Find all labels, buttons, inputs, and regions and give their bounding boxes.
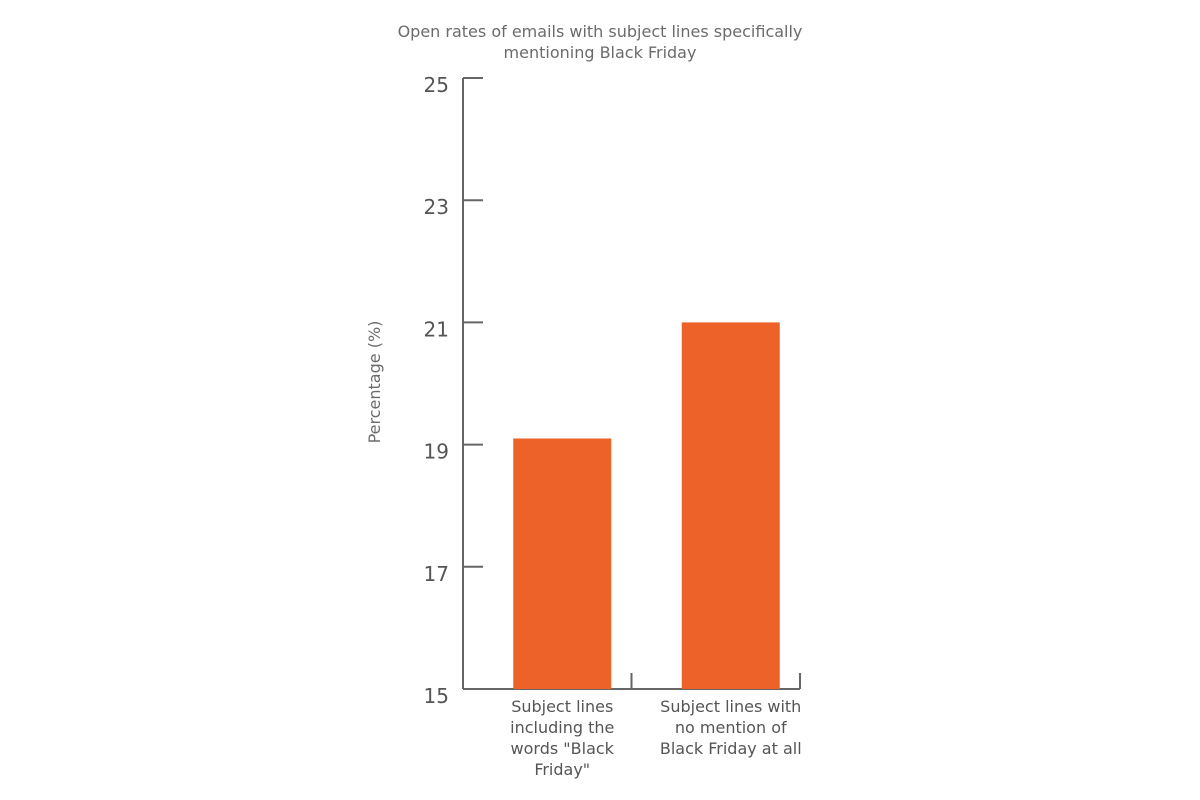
y-axis-ticks: 15 17 19 21 23 25 <box>424 73 483 708</box>
x-category-label-line: Subject lines with <box>660 697 801 716</box>
x-category-label-line: including the <box>510 718 614 737</box>
chart-title-line: Open rates of emails with subject lines … <box>398 22 803 41</box>
y-tick-label: 25 <box>424 73 449 97</box>
x-category-label-line: words "Black <box>511 739 615 758</box>
y-tick-label: 19 <box>424 440 449 464</box>
x-category-label: Subject lines with no mention of Black Fri… <box>660 697 802 758</box>
x-category-label: Subject lines including the words "Black Fr… <box>510 697 615 779</box>
y-tick-label: 15 <box>424 684 449 708</box>
x-category-label-line: Friday" <box>534 760 590 779</box>
y-tick-label: 17 <box>424 562 449 586</box>
bar <box>681 322 780 689</box>
x-category-label-line: Black Friday at all <box>660 739 802 758</box>
bars <box>513 322 780 689</box>
bar <box>513 438 612 689</box>
y-axis-label: Percentage (%) <box>365 321 384 444</box>
chart-title: Open rates of emails with subject lines … <box>398 22 803 62</box>
chart-title-line: mentioning Black Friday <box>504 43 697 62</box>
x-category-label-line: Subject lines <box>511 697 613 716</box>
x-axis-labels: Subject lines including the words "Black Fr… <box>510 697 802 779</box>
x-category-label-line: no mention of <box>675 718 787 737</box>
y-tick-label: 21 <box>424 317 449 341</box>
y-tick-label: 23 <box>424 195 449 219</box>
